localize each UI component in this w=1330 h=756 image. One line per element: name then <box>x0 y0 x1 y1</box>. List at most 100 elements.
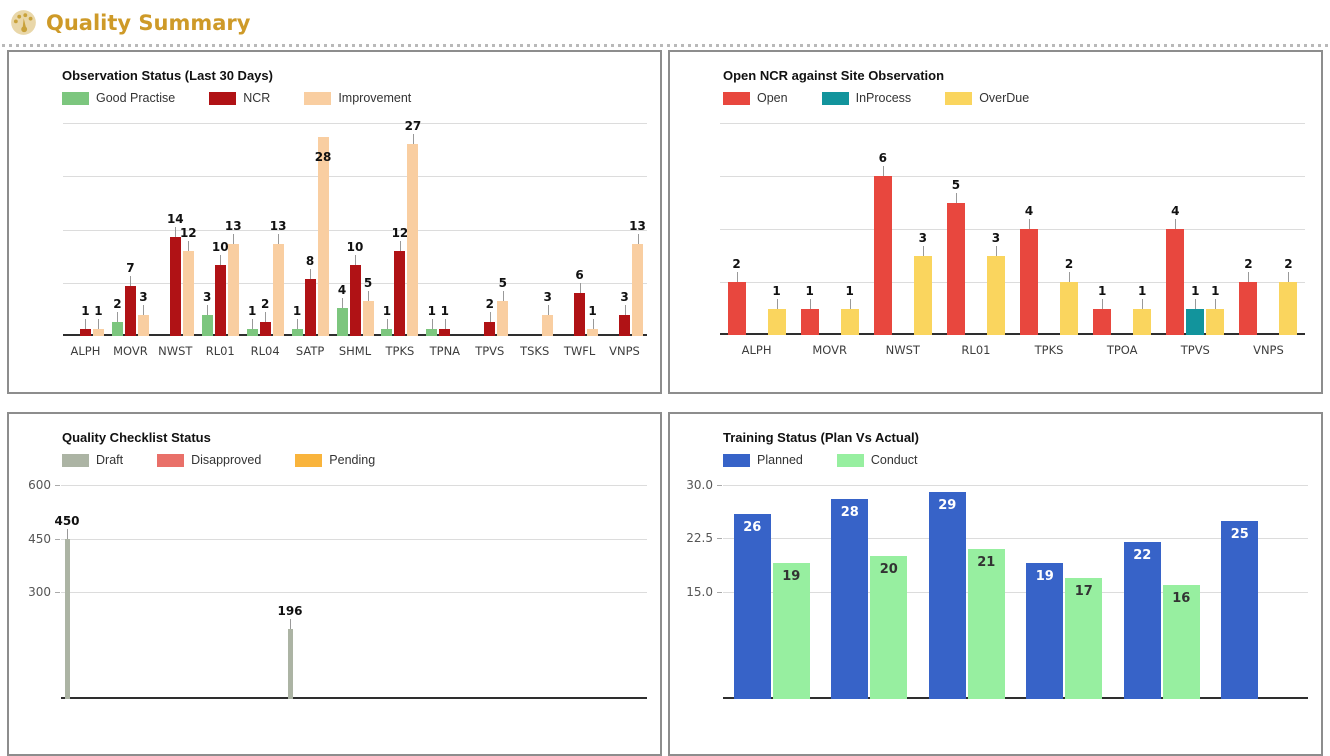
bar <box>733 513 771 699</box>
legend-item: Draft <box>62 453 123 467</box>
chart-plot: 1 1 ALPH 2 7 3 MOVR 14 12 NWST 3 10 13 RL01 1 2 13 RL04 1 8… <box>63 119 647 358</box>
bar <box>201 314 213 336</box>
legend-label: Pending <box>329 453 376 467</box>
bar-value-whisker <box>98 318 100 329</box>
y-axis-tick-mark <box>717 538 722 540</box>
x-axis-line <box>723 696 1308 699</box>
gridline <box>720 229 1305 230</box>
bar <box>111 321 123 336</box>
bar-value-whisker <box>130 276 132 287</box>
bar-value-whisker <box>922 245 924 256</box>
legend-label: Conduct <box>870 453 918 467</box>
bar-value-whisker <box>1248 272 1250 282</box>
chart-legend: Planned Conduct <box>723 453 919 467</box>
bar-value-whisker <box>431 318 433 329</box>
bar-value-label: 22 <box>1133 548 1152 564</box>
page-title: Quality Summary <box>46 10 251 35</box>
x-axis-category-label: RL04 <box>250 344 280 358</box>
bar <box>870 556 908 699</box>
bar <box>349 265 361 336</box>
bar-value-whisker <box>342 297 343 308</box>
bar-value-whisker <box>1288 272 1290 282</box>
bar-value-whisker <box>637 233 639 244</box>
y-axis-tick-label: 300 <box>28 585 51 600</box>
chart-plot: 30.0 22.5 15.0 26 19 28 20 29 21 19 17 22 16 25 <box>686 478 1308 699</box>
bar <box>227 243 239 336</box>
bar <box>362 300 374 336</box>
bar-value-whisker <box>489 311 491 322</box>
bar <box>259 321 271 336</box>
bar-value-whisker <box>368 290 369 301</box>
x-axis-category-label: TPOA <box>1106 343 1138 357</box>
legend-item: Pending <box>295 453 375 467</box>
bar-value-label: 1 <box>1138 283 1147 298</box>
bar <box>272 243 284 336</box>
x-axis-category-label: TPVS <box>1180 343 1210 357</box>
bar-value-whisker <box>355 255 356 265</box>
bar <box>840 308 859 335</box>
bar-value-whisker <box>579 283 581 294</box>
x-axis-category-label: TPKS <box>1034 343 1064 357</box>
bar-value-label: 1 <box>94 303 103 318</box>
bar <box>497 300 509 336</box>
bar-value-whisker <box>297 318 299 329</box>
chart-title: Open NCR against Site Observation <box>723 68 945 83</box>
bar <box>137 314 149 336</box>
bar <box>873 176 892 335</box>
bar-value-label: 1 <box>382 303 392 318</box>
bar <box>632 243 644 336</box>
bar-value-whisker <box>117 311 119 322</box>
bar-value-label: 28 <box>840 505 859 521</box>
bar <box>946 202 965 335</box>
gridline <box>63 176 647 178</box>
x-axis-category-label: VNPS <box>1253 343 1284 357</box>
legend-swatch <box>945 91 973 105</box>
legend-swatch <box>836 453 864 467</box>
bar-value-whisker <box>67 528 68 539</box>
panel-observation-status: Observation Status (Last 30 Days) Good P… <box>7 50 662 394</box>
x-axis-category-label: NWST <box>885 343 920 357</box>
panel-open-ncr: Open NCR against Site Observation Open In… <box>668 50 1323 394</box>
bar-value-label: 19 <box>1035 569 1054 585</box>
y-axis-tick-mark <box>717 591 722 593</box>
bar <box>1060 282 1079 335</box>
bar <box>426 328 438 336</box>
bar-value-label: 3 <box>620 289 629 304</box>
bar <box>1133 308 1152 335</box>
bar-value-label: 17 <box>1074 583 1093 599</box>
bar-value-label: 5 <box>951 177 961 192</box>
bar-value-label: 6 <box>575 268 584 283</box>
x-axis-category-label: SHML <box>338 344 372 358</box>
gridline <box>723 485 1308 486</box>
bar-value-label: 28 <box>314 150 332 165</box>
bar-value-label: 20 <box>879 562 898 578</box>
bar-value-whisker <box>233 233 235 244</box>
gridline <box>61 538 647 540</box>
legend-swatch <box>157 453 185 467</box>
bar <box>542 314 554 336</box>
bar-value-label: 1 <box>81 303 90 318</box>
x-axis-category-label: RL01 <box>961 343 991 357</box>
bar <box>317 137 329 336</box>
bar <box>1279 282 1298 335</box>
bar-value-label: 2 <box>260 296 270 311</box>
legend-swatch <box>62 91 89 105</box>
bar-value-label: 6 <box>878 151 887 165</box>
bar <box>1239 282 1258 335</box>
bar <box>92 328 104 336</box>
bar <box>336 307 348 336</box>
bar <box>291 328 303 336</box>
bar <box>407 144 419 336</box>
bar-value-whisker <box>399 240 401 251</box>
bar-value-whisker <box>278 233 280 244</box>
bar-value-label: 1 <box>805 283 814 298</box>
legend-swatch <box>295 453 323 467</box>
bar-value-whisker <box>310 269 312 280</box>
chart-plot: 2 1 ALPH 1 1 MOVR 6 3 NWST 5 3 RL01 4 2 TPKS 1 1 TPOA 4 1 1 T… <box>720 123 1305 357</box>
bar-value-whisker <box>955 192 957 203</box>
bar <box>246 328 258 336</box>
bar <box>1166 229 1185 335</box>
legend-swatch <box>209 91 237 105</box>
gauge-icon <box>10 9 37 36</box>
bar-value-label: 3 <box>918 230 927 245</box>
